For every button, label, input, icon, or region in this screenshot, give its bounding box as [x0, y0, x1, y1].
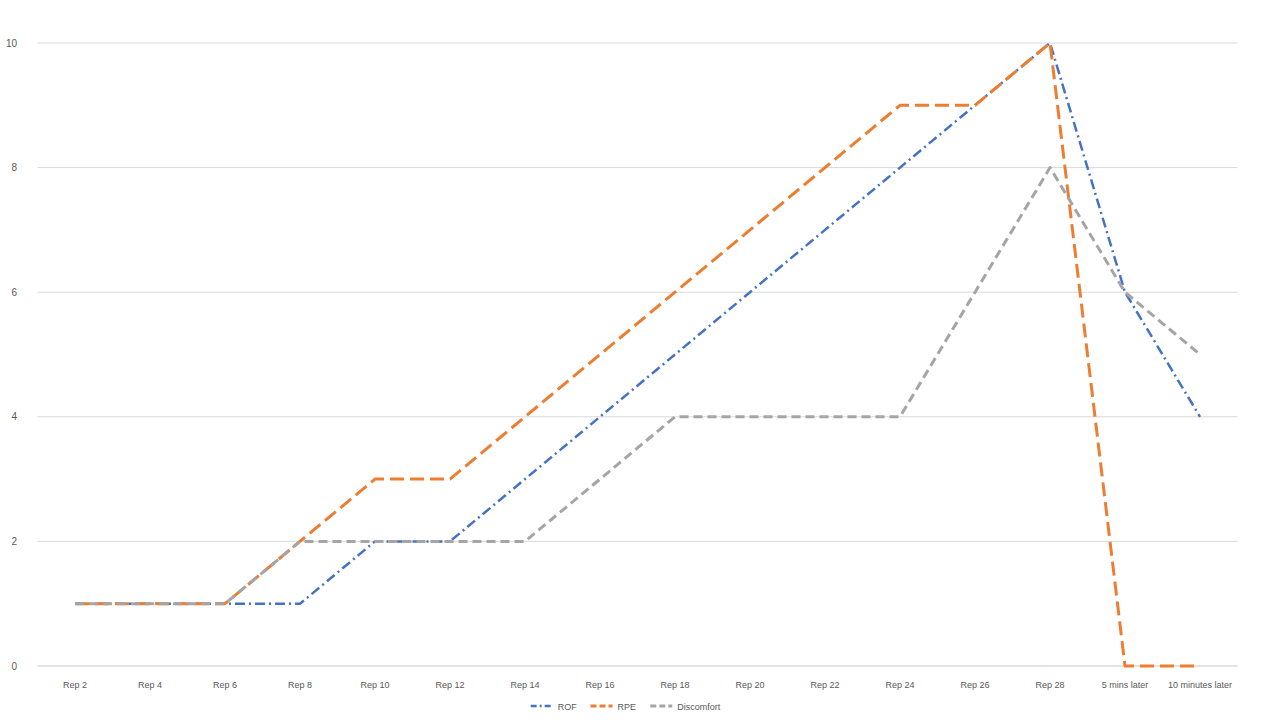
y-tick-label: 0	[11, 661, 17, 672]
y-tick-label: 2	[11, 536, 17, 547]
legend-swatch	[650, 705, 672, 708]
y-tick-label: 6	[11, 287, 17, 298]
chart-svg: 0 2 4 6 8 10 Rep 2 Rep 4 Rep 6 Rep 8 Rep 10 Rep 12 R…	[0, 0, 1280, 720]
x-tick-label: Rep 24	[885, 680, 914, 690]
x-tick-label: 5 mins later	[1102, 680, 1149, 690]
grid-line	[38, 292, 1238, 293]
grid-line	[38, 167, 1238, 168]
grid	[38, 43, 1238, 666]
x-tick-label: Rep 6	[213, 680, 237, 690]
x-tick-label: Rep 10	[360, 680, 389, 690]
x-tick-label: Rep 14	[510, 680, 539, 690]
x-tick-label: Rep 22	[810, 680, 839, 690]
x-tick-label: Rep 12	[435, 680, 464, 690]
legend: ROF RPE Discomfort	[531, 702, 721, 712]
legend-swatch	[591, 705, 613, 708]
x-tick-label: Rep 4	[138, 680, 162, 690]
y-tick-label: 10	[6, 38, 18, 49]
x-tick-label: Rep 16	[585, 680, 614, 690]
x-tick-label: Rep 20	[735, 680, 764, 690]
x-tick-label: Rep 2	[63, 680, 87, 690]
legend-label: ROF	[558, 702, 578, 712]
grid-line	[38, 416, 1238, 417]
y-tick-label: 4	[11, 411, 17, 422]
x-tick-label: Rep 26	[960, 680, 989, 690]
legend-swatch	[531, 705, 553, 708]
series-line	[75, 43, 1200, 666]
chart-container: 0 2 4 6 8 10 Rep 2 Rep 4 Rep 6 Rep 8 Rep 10 Rep 12 R…	[0, 0, 1280, 720]
grid-line	[38, 666, 1238, 667]
x-tick-label: Rep 18	[660, 680, 689, 690]
series-line	[75, 168, 1200, 604]
grid-line	[38, 541, 1238, 542]
grid-line	[38, 43, 1238, 44]
x-tick-label: Rep 28	[1035, 680, 1064, 690]
x-tick-label: 10 minutes later	[1168, 680, 1232, 690]
plot-area	[75, 43, 1200, 666]
legend-label: Discomfort	[677, 702, 721, 712]
y-tick-label: 8	[11, 162, 17, 173]
x-tick-label: Rep 8	[288, 680, 312, 690]
legend-label: RPE	[618, 702, 637, 712]
x-axis-line	[38, 666, 1238, 667]
